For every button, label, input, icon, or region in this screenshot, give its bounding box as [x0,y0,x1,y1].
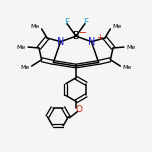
Text: F: F [64,19,69,28]
Text: Me: Me [123,65,132,70]
Text: Me: Me [31,24,40,29]
Text: F: F [83,19,88,28]
Text: Me: Me [17,45,26,50]
Text: Me: Me [126,45,135,50]
Text: O: O [76,105,83,114]
Text: +: + [96,33,103,43]
Text: N: N [88,37,95,47]
Text: N: N [57,37,64,47]
Text: Me: Me [20,65,29,70]
Text: B: B [73,31,79,41]
Text: −: − [79,28,87,38]
Text: Me: Me [112,24,121,29]
